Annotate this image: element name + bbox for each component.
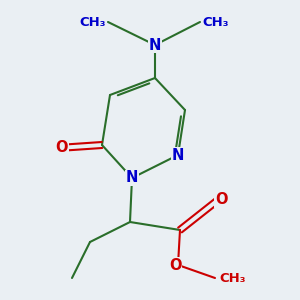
Text: O: O <box>215 193 227 208</box>
Text: CH₃: CH₃ <box>202 16 229 28</box>
Text: CH₃: CH₃ <box>219 272 245 284</box>
Text: CH₃: CH₃ <box>80 16 106 28</box>
Text: N: N <box>149 38 161 52</box>
Text: O: O <box>169 257 181 272</box>
Text: N: N <box>126 170 138 185</box>
Text: O: O <box>56 140 68 155</box>
Text: N: N <box>172 148 184 163</box>
